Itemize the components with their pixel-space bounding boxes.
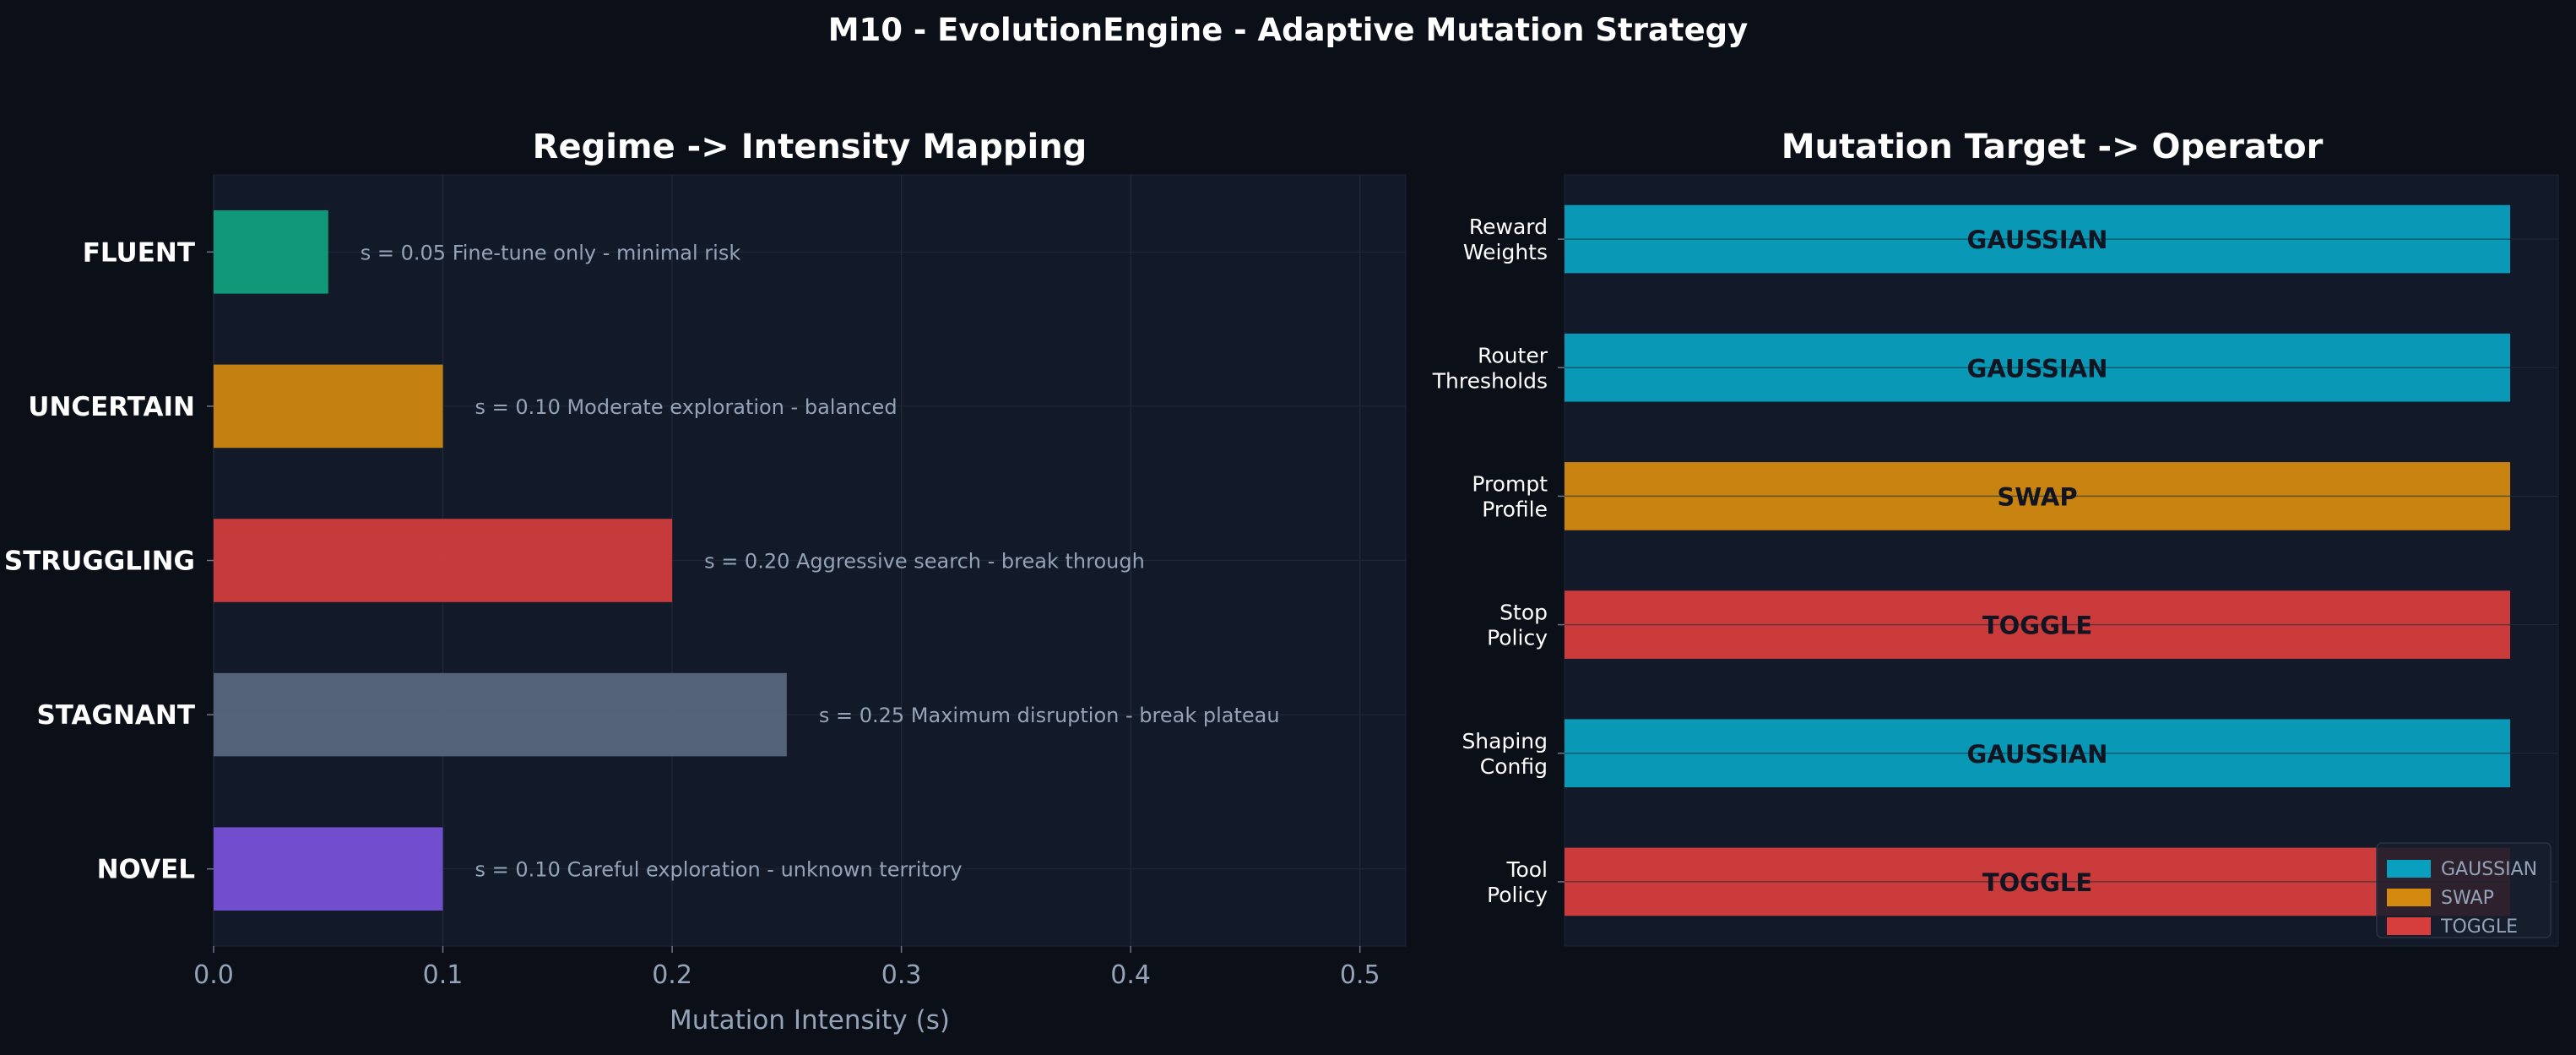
category-label-uncertain: UNCERTAIN (28, 392, 195, 422)
operator-label-5: TOGGLE (1982, 868, 2092, 897)
target-label-0: Reward Weights (1463, 215, 1548, 264)
right-chart-title: Mutation Target -> Operator (1782, 128, 2324, 166)
figure-title: M10 - EvolutionEngine - Adaptive Mutatio… (827, 12, 1749, 48)
legend-label-gaussian: GAUSSIAN (2441, 859, 2537, 880)
bar-fluent (214, 209, 328, 294)
target-label-line: Config (1480, 754, 1548, 779)
target-label-line: Policy (1487, 883, 1548, 907)
operator-label-0: GAUSSIAN (1967, 226, 2108, 254)
right-plot-area (1564, 174, 2559, 947)
annotation-stagnant: s = 0.25 Maximum disruption - break plat… (819, 704, 1280, 727)
left-x-axis-label: Mutation Intensity (s) (670, 1005, 950, 1036)
category-label-fluent: FLUENT (83, 237, 195, 268)
target-label-3: Stop Policy (1487, 601, 1548, 650)
target-label-2: Prompt Profile (1472, 471, 1548, 521)
category-label-stagnant: STAGNANT (36, 700, 195, 731)
target-label-line: Prompt (1472, 471, 1548, 496)
category-label-novel: NOVEL (97, 855, 195, 885)
annotation-struggling: s = 0.20 Aggressive search - break throu… (704, 550, 1145, 574)
bar-novel (214, 827, 443, 911)
left-tick-label-x: 0.0 (193, 960, 234, 990)
left-tick-label-x: 0.5 (1340, 960, 1380, 990)
operator-label-3: TOGGLE (1982, 612, 2092, 640)
target-label-4: Shaping Config (1462, 729, 1548, 779)
left-chart-title: Regime -> Intensity Mapping (533, 128, 1087, 166)
legend-label-toggle: TOGGLE (2440, 916, 2518, 938)
left-tick-label-x: 0.3 (881, 960, 922, 990)
legend-swatch-toggle (2387, 917, 2431, 935)
target-label-line: Policy (1487, 626, 1548, 650)
bar-uncertain (214, 364, 443, 449)
operator-label-2: SWAP (1997, 482, 2077, 511)
annotation-fluent: s = 0.05 Fine-tune only - minimal risk (361, 241, 741, 264)
operator-label-1: GAUSSIAN (1967, 354, 2108, 383)
target-label-line: Router (1478, 343, 1548, 367)
target-label-line: Reward (1469, 215, 1548, 239)
target-label-line: Shaping (1462, 729, 1548, 753)
left-tick-label-x: 0.4 (1110, 960, 1151, 990)
target-label-line: Stop (1500, 601, 1548, 625)
target-label-line: Profile (1482, 497, 1548, 521)
bar-stagnant (214, 672, 787, 757)
target-label-line: Weights (1463, 240, 1548, 264)
legend-swatch-gaussian (2387, 860, 2431, 878)
target-label-1: Router Thresholds (1432, 343, 1548, 393)
annotation-novel: s = 0.10 Careful exploration - unknown t… (475, 858, 963, 882)
annotation-uncertain: s = 0.10 Moderate exploration - balanced (475, 395, 898, 419)
target-label-line: Tool (1505, 857, 1548, 882)
target-label-line: Thresholds (1432, 368, 1548, 393)
bar-struggling (214, 519, 673, 602)
operator-label-4: GAUSSIAN (1967, 740, 2108, 769)
target-label-5: Tool Policy (1487, 857, 1548, 907)
left-tick-label-x: 0.2 (652, 960, 692, 990)
legend-label-swap: SWAP (2441, 888, 2494, 909)
category-label-struggling: STRUGGLING (4, 547, 195, 577)
legend-swatch-swap (2387, 889, 2431, 906)
left-tick-label-x: 0.1 (423, 960, 464, 990)
